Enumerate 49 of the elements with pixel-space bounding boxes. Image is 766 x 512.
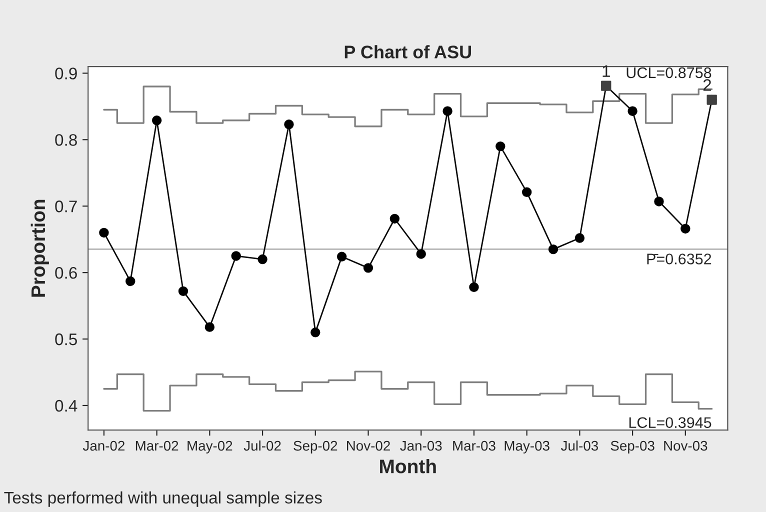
x-tick-label: Jul-02 bbox=[244, 440, 281, 451]
point bbox=[284, 120, 294, 130]
x-tick-label: Jan-03 bbox=[400, 440, 442, 451]
annotation: 1 bbox=[602, 65, 610, 77]
point bbox=[496, 141, 506, 152]
series-label: LCL=0.3945 bbox=[629, 417, 712, 428]
chart-title: P Chart of ASU bbox=[344, 45, 471, 58]
point bbox=[680, 224, 690, 234]
y-axis-title: Proportion bbox=[30, 200, 49, 297]
point bbox=[336, 252, 347, 262]
x-tick-label: Mar-02 bbox=[136, 440, 178, 451]
y-tick-label: 0.5 bbox=[55, 333, 77, 346]
series-label: UCL=0.8758 bbox=[626, 67, 712, 78]
point bbox=[574, 233, 585, 243]
y-tick-label: 0.7 bbox=[55, 200, 77, 212]
point bbox=[152, 116, 162, 126]
point bbox=[469, 282, 479, 292]
point bbox=[310, 328, 320, 338]
point bbox=[258, 254, 268, 264]
point bbox=[99, 228, 109, 238]
x-tick-label: Jan-02 bbox=[82, 440, 124, 451]
point bbox=[204, 322, 215, 332]
x-tick-label: May-02 bbox=[188, 440, 232, 454]
point bbox=[654, 196, 664, 206]
point bbox=[416, 249, 426, 259]
point bbox=[363, 263, 374, 273]
point bbox=[628, 106, 638, 116]
x-tick-label: May-03 bbox=[504, 440, 550, 454]
point bbox=[178, 286, 188, 296]
text: Tests performed with unequal sample sizes bbox=[4, 491, 322, 507]
y-tick-label: 0.8 bbox=[55, 134, 77, 146]
x-tick-label: Nov-02 bbox=[347, 440, 390, 451]
ref-line-label: P̄=0.6352 bbox=[647, 254, 712, 264]
x-tick-label: Nov-03 bbox=[664, 440, 708, 451]
x-tick-label: Mar-03 bbox=[453, 440, 496, 451]
point bbox=[126, 276, 136, 286]
x-tick-label: Sep-03 bbox=[610, 440, 654, 454]
point bbox=[522, 187, 532, 198]
x-tick-label: Sep-02 bbox=[294, 440, 338, 454]
point bbox=[390, 214, 400, 224]
y-tick-label: 0.9 bbox=[55, 68, 77, 80]
point bbox=[442, 106, 452, 116]
y-tick-label: 0.4 bbox=[55, 400, 78, 412]
x-tick-label: Jul-03 bbox=[560, 440, 598, 451]
point bbox=[231, 251, 241, 261]
point bbox=[548, 244, 558, 254]
x-axis-title: Month bbox=[380, 459, 436, 474]
y-tick-label: 0.6 bbox=[55, 266, 77, 279]
annotation: 2 bbox=[703, 79, 712, 91]
